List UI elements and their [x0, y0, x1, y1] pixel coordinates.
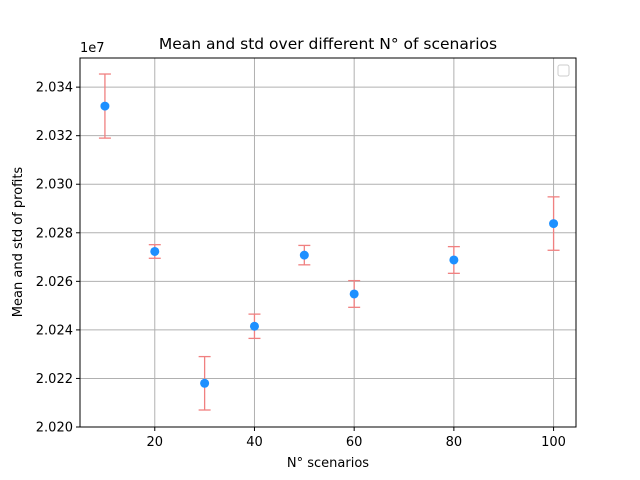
- y-axis-ticks: 2.020 2.022 2.024 2.026 2.028 2.030 2.032 2.034: [36, 81, 80, 436]
- mean-point: [150, 246, 160, 256]
- data-points: [100, 101, 559, 388]
- x-tick-label: 20: [147, 435, 164, 450]
- x-tick-label: 60: [346, 435, 363, 450]
- y-tick-label: 2.032: [36, 129, 73, 144]
- x-axis-ticks: 20 40 60 80 100: [147, 427, 566, 450]
- y-offset-label: 1e7: [80, 41, 105, 56]
- mean-point: [549, 219, 559, 229]
- y-axis-label: Mean and std of profits: [11, 167, 26, 318]
- x-tick-label: 100: [541, 435, 566, 450]
- y-tick-label: 2.028: [36, 226, 73, 241]
- y-tick-label: 2.034: [36, 81, 73, 96]
- y-tick-label: 2.022: [36, 372, 73, 387]
- legend-box: [557, 64, 570, 77]
- mean-point: [100, 101, 110, 111]
- mean-point: [299, 250, 309, 260]
- chart-title: Mean and std over different N° of scenar…: [159, 35, 497, 53]
- y-tick-label: 2.024: [36, 323, 73, 338]
- mean-point: [200, 378, 210, 388]
- mean-point: [349, 289, 359, 299]
- mean-point: [449, 255, 459, 265]
- y-tick-label: 2.020: [36, 421, 73, 436]
- x-tick-label: 80: [446, 435, 463, 450]
- x-axis-label: N° scenarios: [287, 456, 369, 471]
- x-tick-label: 40: [246, 435, 263, 450]
- y-tick-label: 2.030: [36, 178, 73, 193]
- y-tick-label: 2.026: [36, 275, 73, 290]
- mean-point: [249, 321, 259, 331]
- plot-frame: [79, 57, 577, 428]
